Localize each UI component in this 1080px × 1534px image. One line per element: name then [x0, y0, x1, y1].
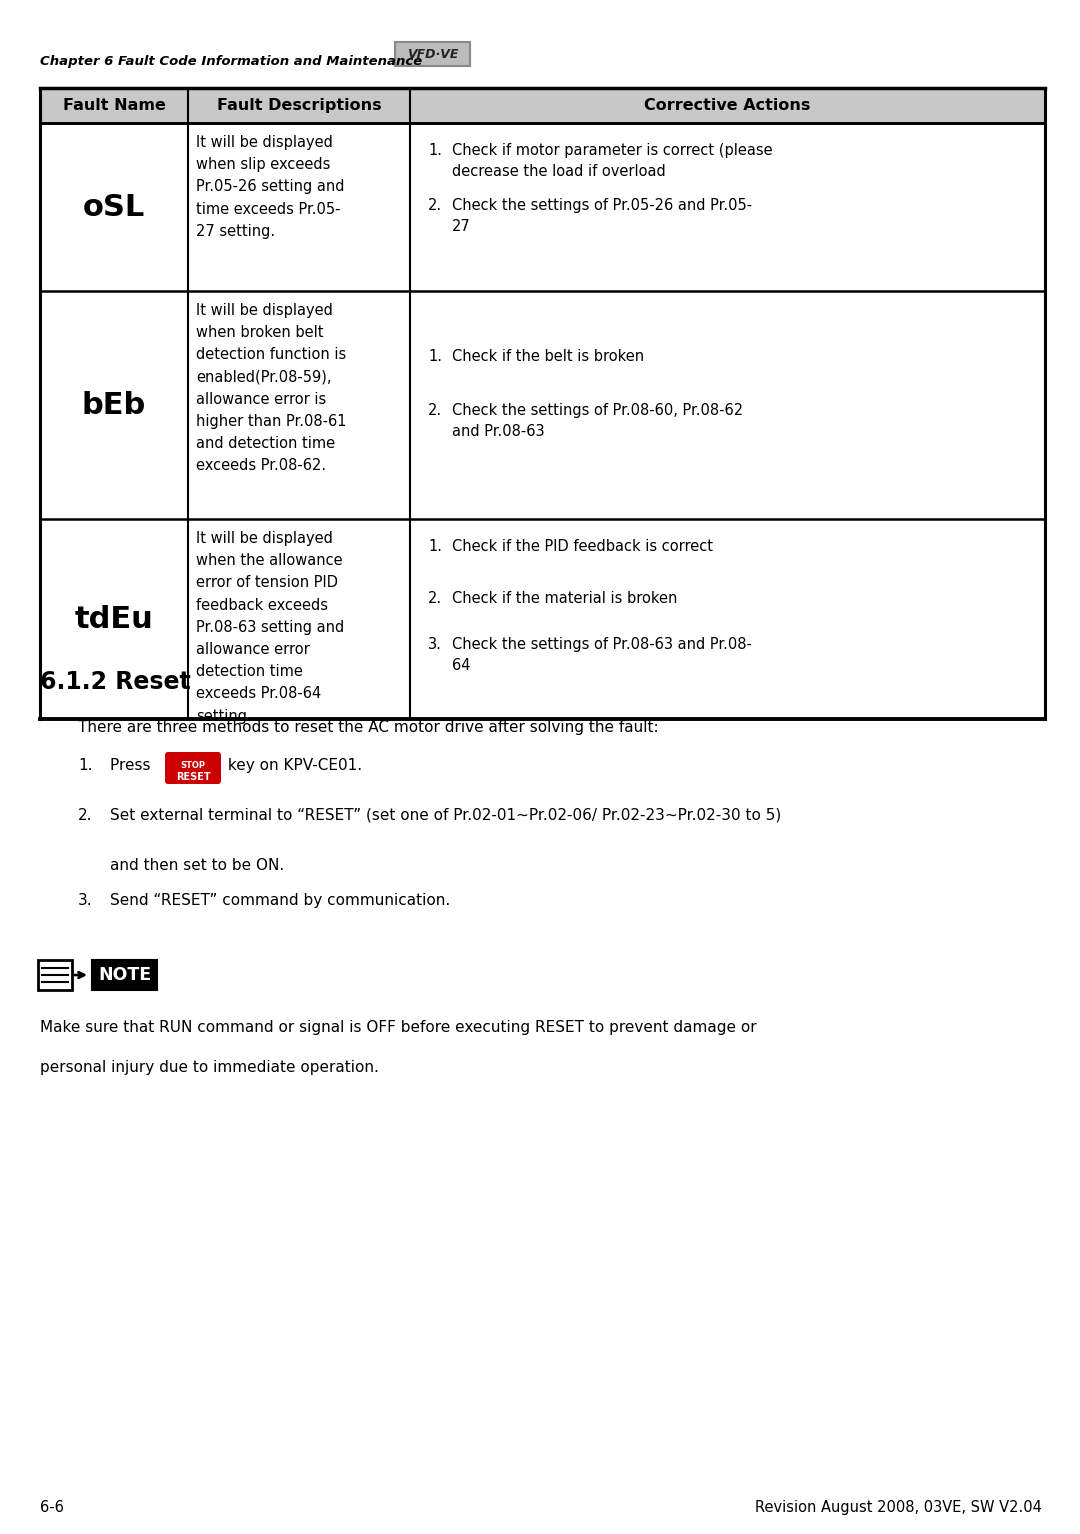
Text: and then set to be ON.: and then set to be ON. [110, 858, 284, 873]
Text: Fault Descriptions: Fault Descriptions [217, 98, 381, 114]
Text: Set external terminal to “RESET” (set one of Pr.02-01~Pr.02-06/ Pr.02-23~Pr.02-3: Set external terminal to “RESET” (set on… [110, 808, 781, 824]
Bar [40, 87, 1045, 123]
Text: 6-6: 6-6 [40, 1500, 64, 1516]
Text: 3.: 3. [78, 893, 93, 908]
Text: bEb: bEb [82, 391, 146, 419]
Text: Chapter 6 Fault Code Information and Maintenance: Chapter 6 Fault Code Information and Mai… [40, 55, 422, 67]
Text: STOP: STOP [180, 761, 205, 770]
Text: Fault Name: Fault Name [63, 98, 165, 114]
Text: oSL: oSL [83, 192, 145, 221]
Text: Corrective Actions: Corrective Actions [645, 98, 811, 114]
Text: 6.1.2 Reset: 6.1.2 Reset [40, 670, 191, 693]
Text: 1.: 1. [428, 350, 442, 364]
Text: It will be displayed
when slip exceeds
Pr.05-26 setting and
time exceeds Pr.05-
: It will be displayed when slip exceeds P… [195, 135, 345, 239]
Bar [92, 960, 157, 989]
Bar [38, 960, 72, 989]
Text: Revision August 2008, 03VE, SW V2.04: Revision August 2008, 03VE, SW V2.04 [755, 1500, 1042, 1516]
Text: Check if the material is broken: Check if the material is broken [453, 591, 677, 606]
Text: 1.: 1. [428, 538, 442, 554]
FancyBboxPatch shape [165, 752, 221, 784]
Text: It will be displayed
when broken belt
detection function is
enabled(Pr.08-59),
a: It will be displayed when broken belt de… [195, 304, 347, 474]
Text: 1.: 1. [78, 758, 93, 773]
Text: There are three methods to reset the AC motor drive after solving the fault:: There are three methods to reset the AC … [78, 719, 659, 735]
Text: 3.: 3. [428, 637, 442, 652]
Text: Check the settings of Pr.05-26 and Pr.05-
27: Check the settings of Pr.05-26 and Pr.05… [453, 198, 752, 235]
Text: personal injury due to immediate operation.: personal injury due to immediate operati… [40, 1060, 379, 1075]
Text: 1.: 1. [428, 143, 442, 158]
Text: RESET: RESET [176, 772, 211, 782]
Text: Press: Press [110, 758, 156, 773]
Text: Check if the PID feedback is correct: Check if the PID feedback is correct [453, 538, 713, 554]
Text: Send “RESET” command by communication.: Send “RESET” command by communication. [110, 893, 450, 908]
Text: Make sure that RUN command or signal is OFF before executing RESET to prevent da: Make sure that RUN command or signal is … [40, 1020, 757, 1035]
Text: NOTE: NOTE [98, 966, 151, 983]
Text: VFD·VE: VFD·VE [407, 48, 458, 60]
Text: Check if motor parameter is correct (please
decrease the load if overload: Check if motor parameter is correct (ple… [453, 143, 772, 179]
FancyBboxPatch shape [395, 41, 470, 66]
Text: tdEu: tdEu [75, 604, 153, 634]
Text: Check the settings of Pr.08-60, Pr.08-62
and Pr.08-63: Check the settings of Pr.08-60, Pr.08-62… [453, 403, 743, 439]
Text: 2.: 2. [428, 591, 442, 606]
Text: Check the settings of Pr.08-63 and Pr.08-
64: Check the settings of Pr.08-63 and Pr.08… [453, 637, 752, 673]
Text: It will be displayed
when the allowance
error of tension PID
feedback exceeds
Pr: It will be displayed when the allowance … [195, 531, 345, 724]
Text: 2.: 2. [428, 198, 442, 213]
Text: key on KPV-CE01.: key on KPV-CE01. [222, 758, 362, 773]
Text: 2.: 2. [428, 403, 442, 417]
Text: 2.: 2. [78, 808, 93, 824]
Text: Check if the belt is broken: Check if the belt is broken [453, 350, 644, 364]
